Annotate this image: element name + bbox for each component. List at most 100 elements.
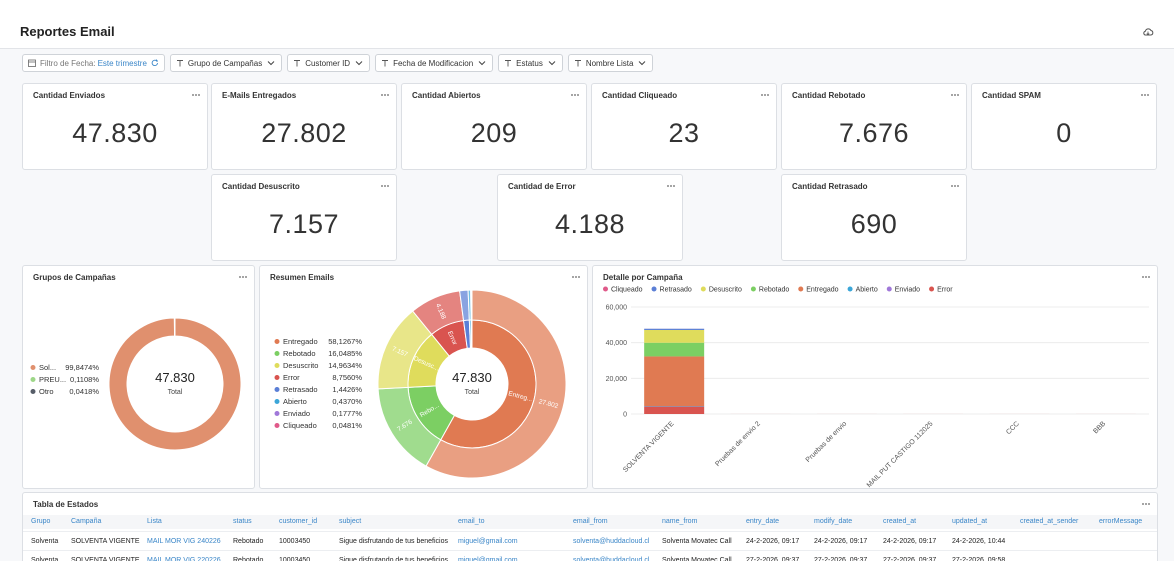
chevron	[355, 61, 363, 66]
column-header[interactable]: status	[233, 518, 252, 525]
filter-label: Grupo de Campañas	[187, 58, 263, 68]
legend-label: Error	[283, 373, 300, 382]
menu-icon[interactable]	[670, 185, 672, 187]
chevron-icon	[355, 61, 363, 66]
chevron-icon	[548, 61, 556, 66]
menu-icon[interactable]	[954, 94, 956, 96]
legend-value: 16,0485%	[328, 349, 362, 358]
filter-chip[interactable]: Filtro de Fecha: Este trimestre	[22, 54, 165, 72]
y-tick-label: 0	[623, 412, 627, 419]
legend-dot	[274, 423, 280, 428]
kpi-value: 0	[1056, 118, 1072, 148]
menu-icon[interactable]	[384, 185, 386, 187]
kpi-value: 7.676	[838, 118, 910, 148]
chevron-icon	[267, 61, 275, 66]
table-cell: 24-2-2026, 10:44	[952, 538, 1006, 545]
filter-value: Este trimestre	[97, 58, 147, 68]
menu-icon[interactable]	[1145, 503, 1147, 505]
kpi-card: Cantidad de Error 4.188	[497, 174, 683, 261]
column-header[interactable]: name_from	[662, 518, 698, 525]
filter-chip[interactable]: Estatus	[498, 54, 563, 72]
table-cell[interactable]: solventa@huddacloud.cl	[573, 557, 650, 561]
column-header[interactable]: entry_date	[746, 518, 780, 525]
legend-label: Abierto	[856, 287, 878, 294]
table-cell[interactable]: MAIL MOR VIG 220226	[147, 557, 221, 561]
bar-segment	[644, 328, 705, 330]
filter-chip[interactable]: Fecha de Modificacion	[375, 54, 494, 72]
y-tick-label: 40,000	[606, 340, 628, 347]
column-header[interactable]: updated_at	[952, 518, 988, 525]
bar-panel: Detalle por Campaña Cliqueado Retrasado Des…	[592, 265, 1158, 489]
table-cell[interactable]: solventa@huddacloud.cl	[573, 538, 650, 545]
table-cell: Sigue disfrutando de tus beneficios	[339, 557, 448, 561]
column-header[interactable]: errorMessage	[1099, 518, 1143, 525]
filter-icon	[382, 60, 389, 67]
table-cell[interactable]: miguel@gmail.com	[458, 538, 518, 545]
column-header[interactable]: Grupo	[31, 518, 51, 525]
y-tick-label: 60,000	[606, 305, 628, 312]
column-header[interactable]: Campaña	[71, 518, 102, 525]
legend-dot	[651, 286, 657, 292]
legend-label: Retrasado	[283, 385, 318, 394]
kpi-value: 7.157	[268, 209, 340, 239]
table-cell[interactable]: MAIL MOR VIG 240226	[147, 538, 221, 545]
legend-value: 0,1108%	[70, 375, 99, 384]
menu-icon[interactable]	[242, 276, 244, 278]
column-header[interactable]: email_from	[573, 518, 608, 525]
kpi-card: Cantidad Enviados 47.830	[22, 83, 208, 170]
filter-icon	[505, 60, 512, 67]
legend-label: Error	[937, 287, 953, 294]
legend-label: Cliqueado	[283, 421, 317, 430]
outer-label: 27.802	[538, 398, 559, 410]
menu-icon[interactable]	[574, 94, 576, 96]
center-value: 47.830	[155, 370, 195, 385]
kpi-value: 23	[668, 118, 700, 148]
kpi-card: Cantidad Rebotado 7.676	[781, 83, 967, 170]
kpi-title: Cantidad Desuscrito	[222, 182, 300, 191]
filter-chip[interactable]: Customer ID	[287, 54, 371, 72]
legend-label: Retrasado	[660, 287, 692, 294]
kpi-title: Cantidad Retrasado	[792, 182, 868, 191]
column-header[interactable]: email_to	[458, 518, 485, 525]
column-header[interactable]: created_at_sender	[1020, 518, 1079, 525]
filter-chip[interactable]: Nombre Lista	[567, 54, 654, 72]
column-header[interactable]: created_at	[883, 518, 917, 525]
filter-bar: Filtro de Fecha: Este trimestre Grupo de C…	[22, 54, 654, 72]
menu-icon[interactable]	[1145, 276, 1147, 278]
legend-dot	[30, 377, 36, 382]
legend-label: Cliqueado	[611, 287, 643, 294]
menu-icon[interactable]	[575, 276, 577, 278]
table-cell[interactable]: miguel@gmail.com	[458, 557, 518, 561]
column-header[interactable]: Lista	[147, 518, 162, 525]
legend-dot	[700, 286, 706, 292]
page-title: Reportes Email	[20, 24, 115, 39]
legend-label: Sol...	[39, 363, 56, 372]
cloud-icon[interactable]	[1142, 27, 1154, 37]
legend-dot	[274, 411, 280, 416]
legend-value: 0,4370%	[332, 397, 362, 406]
filter-label: Estatus	[516, 58, 543, 68]
kpi-card: E-Mails Entregados 27.802	[211, 83, 397, 170]
menu-icon[interactable]	[954, 185, 956, 187]
column-header[interactable]: customer_id	[279, 518, 318, 525]
refresh-icon[interactable]	[151, 59, 159, 67]
table-cell: Solventa Movatec Call	[662, 538, 732, 545]
table-cell: Sigue disfrutando de tus beneficios	[339, 538, 448, 545]
legend-value: 1,4426%	[332, 385, 362, 394]
filter-chip[interactable]: Grupo de Campañas	[169, 54, 283, 72]
column-header[interactable]: subject	[339, 518, 362, 525]
menu-icon[interactable]	[195, 94, 197, 96]
kpi-title: Cantidad Rebotado	[792, 91, 866, 100]
menu-icon[interactable]	[764, 94, 766, 96]
legend-label: Desuscrito	[709, 287, 742, 294]
legend-dot	[274, 339, 280, 344]
kpi-title: Cantidad Enviados	[33, 91, 106, 100]
table-cell: 10003450	[279, 538, 311, 545]
table-row-divider	[23, 531, 1157, 532]
table-cell: 27-2-2026, 09:37	[746, 557, 800, 561]
table-cell: SOLVENTA VIGENTE	[71, 538, 140, 545]
menu-icon[interactable]	[384, 94, 386, 96]
menu-icon[interactable]	[1144, 94, 1146, 96]
column-header[interactable]: modify_date	[814, 518, 853, 525]
kpi-card: Cantidad SPAM 0	[971, 83, 1157, 170]
